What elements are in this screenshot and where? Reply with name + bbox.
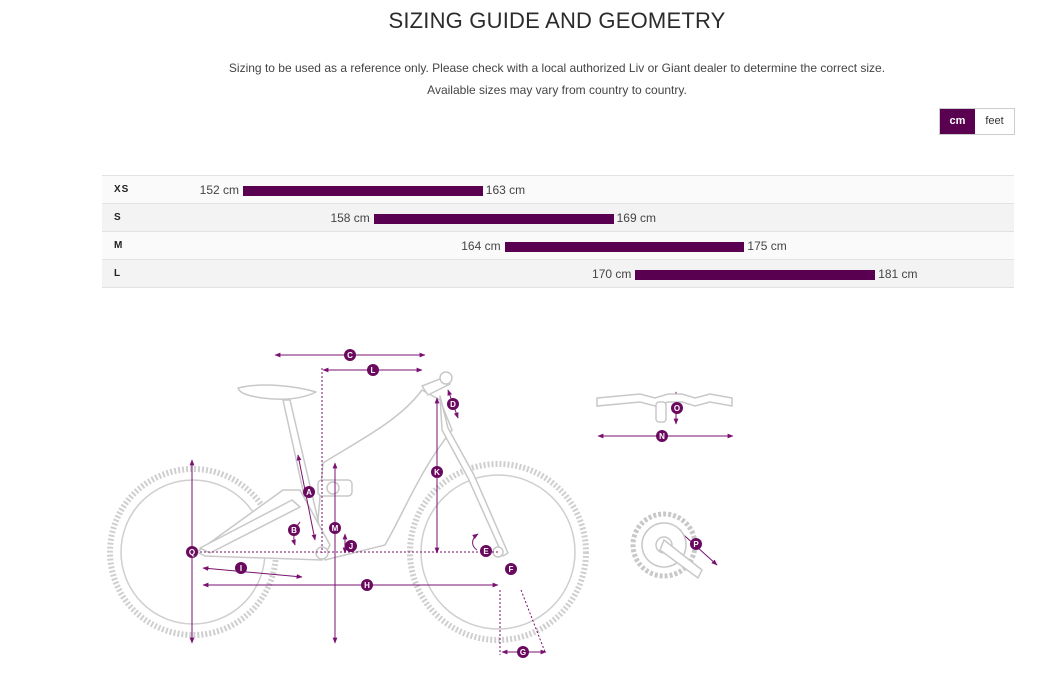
availability-note: Available sizes may vary from country to… (427, 83, 687, 97)
marker-i: I (240, 564, 242, 573)
unit-feet-button[interactable]: feet (975, 109, 1014, 134)
height-max: 169 cm (616, 211, 656, 225)
size-label: S (114, 212, 122, 223)
marker-m: M (332, 524, 339, 533)
marker-b: B (291, 526, 297, 535)
marker-o: O (674, 404, 680, 413)
marker-k: K (434, 468, 440, 477)
marker-n: N (659, 432, 665, 441)
height-min: 152 cm (199, 183, 239, 197)
geometry-marker-badges: C L D K A B M J Q I H E F G O N P (186, 349, 702, 658)
handlebar (596, 393, 733, 423)
page-title: SIZING GUIDE AND GEOMETRY (388, 8, 726, 33)
marker-e: E (483, 547, 489, 556)
height-range-bar (373, 214, 614, 224)
marker-c: C (347, 351, 353, 360)
size-label: M (114, 240, 124, 251)
height-min: 164 cm (461, 239, 501, 253)
height-max: 181 cm (878, 267, 918, 281)
size-row-s: S 158 cm 169 cm (102, 204, 1014, 232)
size-row-l: L 170 cm 181 cm (102, 260, 1014, 288)
marker-p: P (693, 540, 699, 549)
height-range-bar (635, 270, 876, 280)
marker-q: Q (189, 548, 195, 557)
bike-frame (187, 371, 509, 561)
marker-h: H (364, 581, 370, 590)
marker-a: A (306, 488, 312, 497)
unit-toggle: cm feet (939, 108, 1015, 135)
size-row-xs: XS 152 cm 163 cm (102, 176, 1014, 204)
size-chart-table: XS 152 cm 163 cm S 158 cm 169 cm M 164 c… (102, 175, 1014, 288)
height-min: 158 cm (330, 211, 370, 225)
height-min: 170 cm (592, 267, 632, 281)
size-label: L (114, 268, 122, 279)
height-max: 175 cm (747, 239, 787, 253)
marker-l: L (371, 366, 376, 375)
height-range-bar (504, 242, 745, 252)
disclaimer-text: Sizing to be used as a reference only. P… (228, 61, 886, 75)
marker-f: F (509, 565, 514, 574)
marker-g: G (520, 648, 526, 657)
height-max: 163 cm (485, 183, 526, 197)
marker-j: J (349, 542, 353, 551)
size-label: XS (114, 184, 130, 195)
height-range-bar (243, 186, 483, 196)
size-row-m: M 164 cm 175 cm (102, 232, 1014, 260)
marker-d: D (450, 400, 456, 409)
unit-cm-button[interactable]: cm (940, 109, 975, 134)
